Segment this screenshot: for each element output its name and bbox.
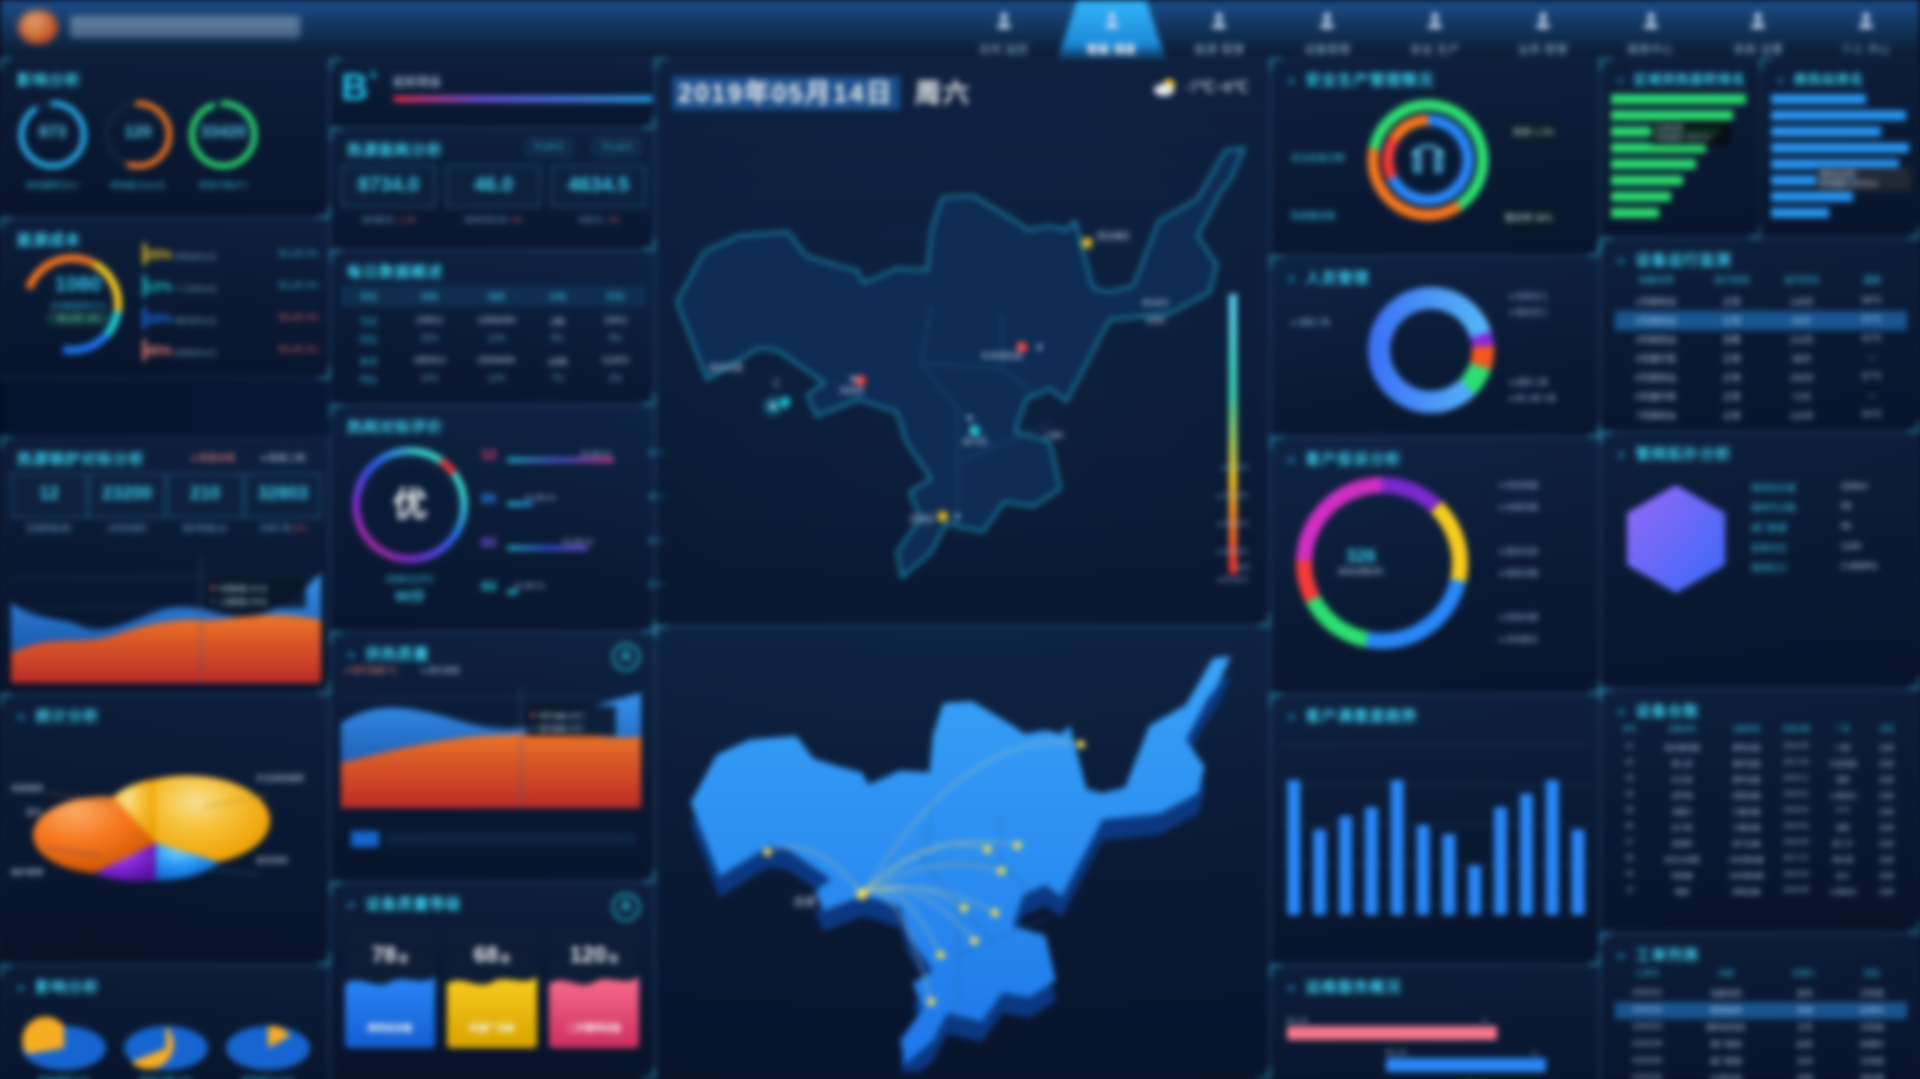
svg-text:普花新区: 普花新区 [1142,298,1170,307]
svg-text:总部: 总部 [794,894,816,908]
svg-text:室内温度 24℃: 室内温度 24℃ [539,724,584,733]
svg-text:☾: ☾ [1017,342,1027,354]
svg-text:铜冶镇区: 铜冶镇区 [1097,231,1130,241]
svg-text:泰怡花园: 泰怡花园 [709,363,742,373]
svg-text:本期数量 287台: 本期数量 287台 [219,584,268,593]
svg-text:☾: ☾ [773,376,784,390]
svg-text:☾: ☾ [1082,238,1092,250]
svg-text:室外温度 34℃: 室外温度 34℃ [539,711,584,720]
svg-text:☾: ☾ [856,375,866,387]
svg-text:泉兴区: 泉兴区 [962,436,987,446]
svg-text:☾: ☾ [970,426,980,438]
svg-text:渎坝区: 渎坝区 [909,514,934,524]
svg-text:优: 优 [393,486,427,524]
svg-text:运溪区: 运溪区 [1145,316,1166,325]
svg-text:小镇区: 小镇区 [1043,431,1064,440]
svg-text:上期数量 265台: 上期数量 265台 [219,597,268,606]
svg-text:☾: ☾ [938,511,948,523]
